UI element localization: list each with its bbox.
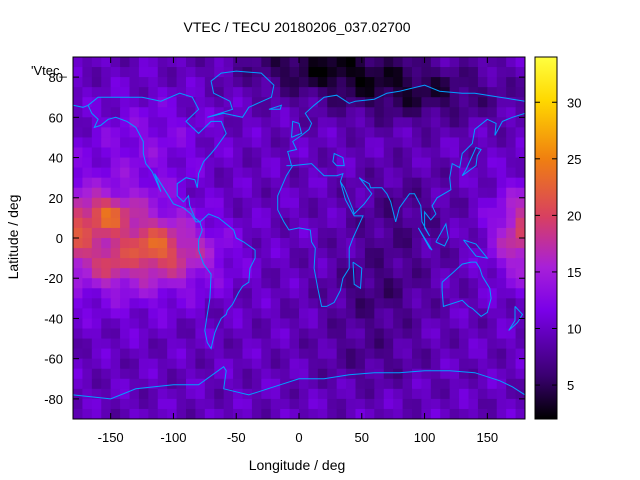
y-tick-label: 40 xyxy=(49,151,63,166)
colorbar xyxy=(534,56,558,420)
colorbar-tick-label: 25 xyxy=(567,152,581,167)
series-key-label: 'Vtec_ xyxy=(31,63,67,78)
y-axis-ticks: -80 -60 -40 -20 0 20 40 60 80 xyxy=(44,70,525,407)
colorbar-tick-label: 30 xyxy=(567,95,581,110)
chart-title: VTEC / TECU 20180206_037.02700 xyxy=(183,19,410,35)
x-axis-ticks: -150 -100 -50 0 50 100 150 xyxy=(98,57,498,445)
y-tick-label: -60 xyxy=(44,352,63,367)
y-axis-label: Latitude / deg xyxy=(5,195,21,280)
colorbar-tick-label: 20 xyxy=(567,208,581,223)
colorbar-tick-label: 10 xyxy=(567,322,581,337)
vtec-heatmap xyxy=(73,57,525,419)
x-tick-label: -100 xyxy=(160,430,186,445)
y-tick-label: -20 xyxy=(44,271,63,286)
x-axis-label: Longitude / deg xyxy=(249,457,346,473)
x-tick-label: -150 xyxy=(98,430,124,445)
x-tick-label: 0 xyxy=(295,430,302,445)
colorbar-tick-label: 5 xyxy=(567,378,574,393)
y-tick-label: -40 xyxy=(44,311,63,326)
coastlines xyxy=(73,70,525,400)
y-tick-label: 80 xyxy=(49,70,63,85)
x-tick-label: 50 xyxy=(355,430,369,445)
y-tick-label: 20 xyxy=(49,191,63,206)
x-tick-label: 100 xyxy=(414,430,436,445)
x-tick-label: -50 xyxy=(227,430,246,445)
y-tick-label: 0 xyxy=(56,231,63,246)
colorbar-ticks: 5 10 15 20 25 30 xyxy=(535,95,581,393)
x-tick-label: 150 xyxy=(476,430,498,445)
y-tick-label: -80 xyxy=(44,392,63,407)
colorbar-tick-label: 15 xyxy=(567,265,581,280)
y-tick-label: 60 xyxy=(49,110,63,125)
